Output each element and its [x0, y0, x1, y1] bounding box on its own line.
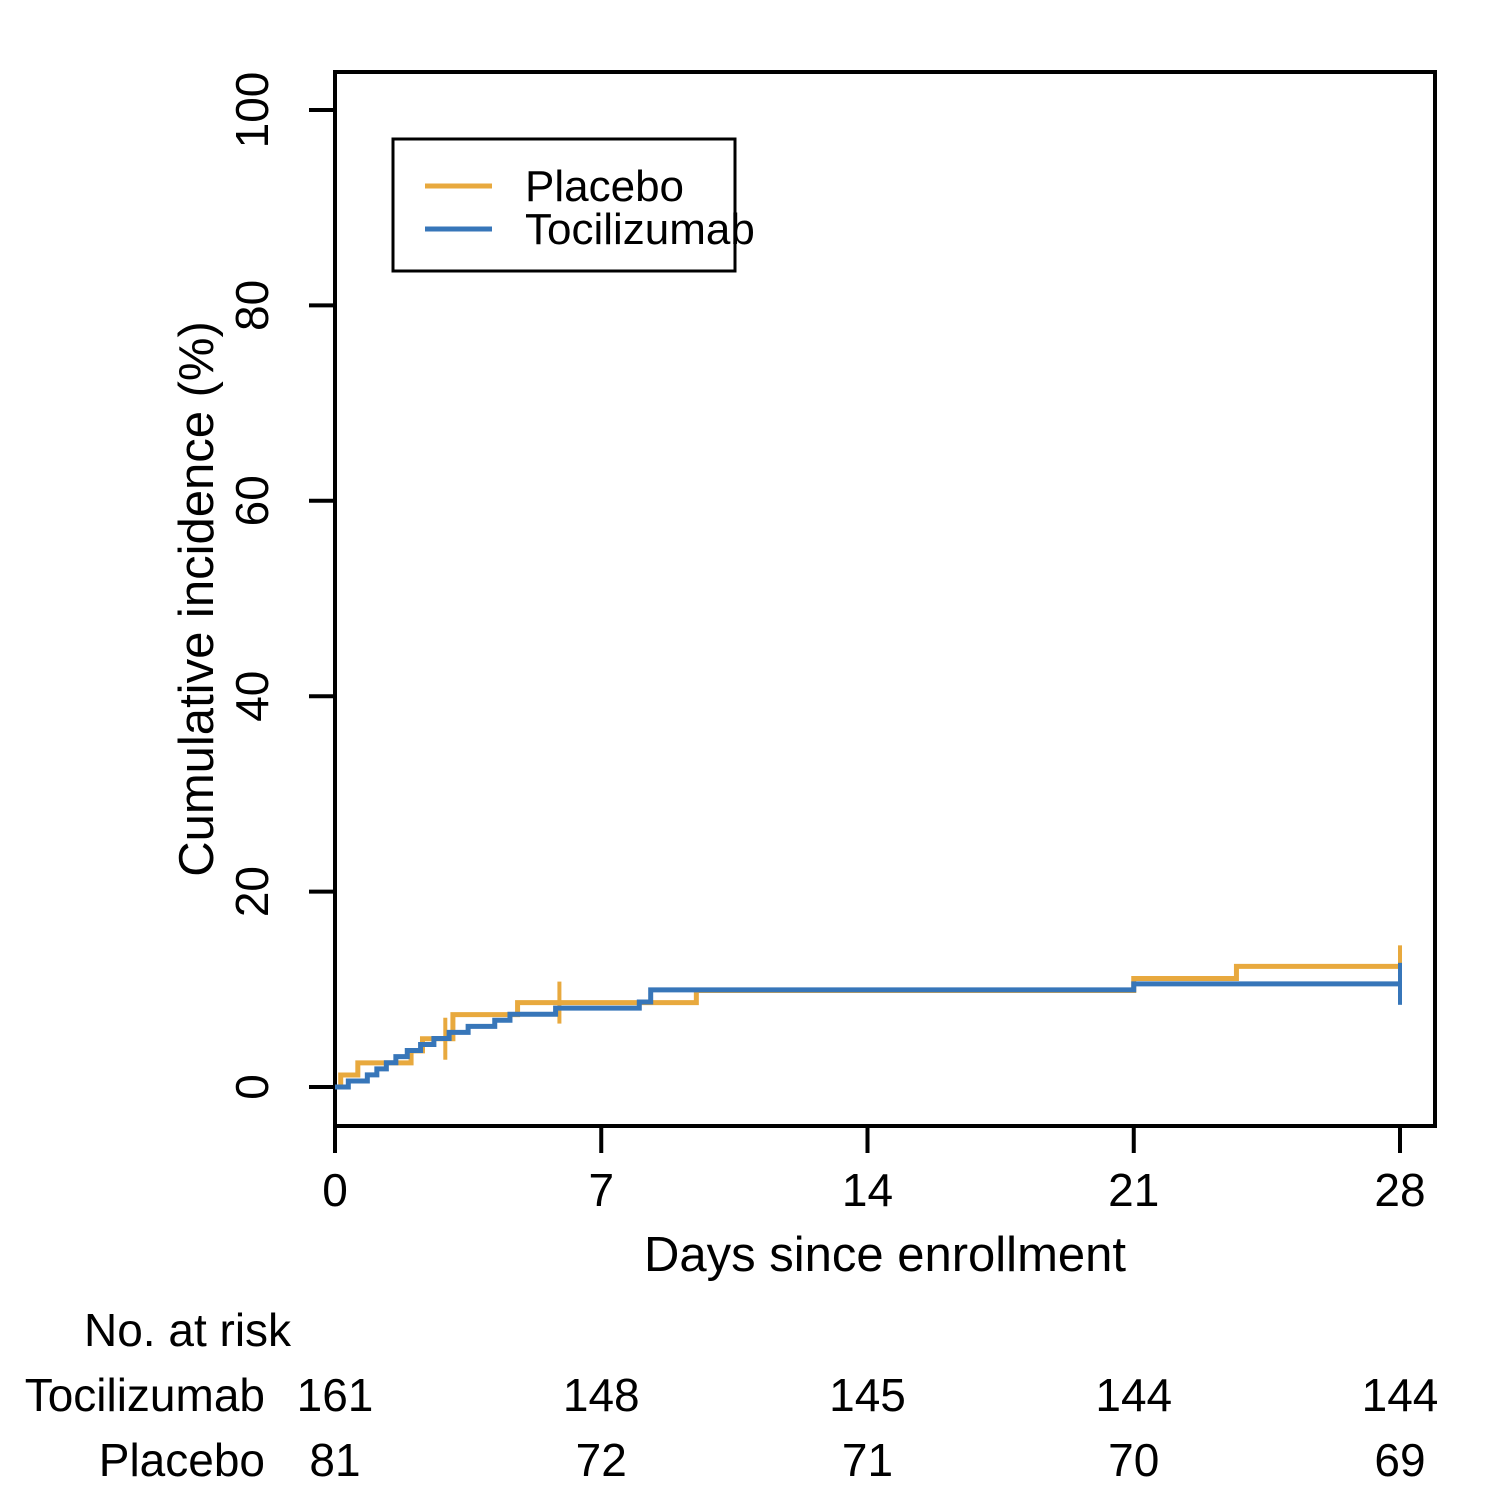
risk-count: 148 [563, 1369, 640, 1421]
x-tick-label: 14 [842, 1164, 893, 1216]
y-tick-label: 60 [226, 475, 278, 526]
legend: Placebo Tocilizumab [391, 137, 755, 273]
x-tick-label: 0 [322, 1164, 348, 1216]
risk-count: 69 [1374, 1434, 1425, 1486]
x-tick-label: 7 [588, 1164, 614, 1216]
risk-count: 145 [829, 1369, 906, 1421]
risk-row-label: Tocilizumab [25, 1369, 265, 1421]
curve-tocilizumab [335, 981, 1400, 1090]
risk-row-label: Placebo [99, 1434, 265, 1486]
risk-count: 71 [842, 1434, 893, 1486]
x-tick-label: 28 [1374, 1164, 1425, 1216]
x-axis: 0 7 14 21 28 [322, 1126, 1426, 1216]
y-axis: 0 20 40 60 80 100 [226, 72, 335, 1100]
y-tick-label: 100 [226, 72, 278, 149]
legend-label-placebo: Placebo [525, 162, 684, 211]
curve-placebo [335, 963, 1400, 1090]
risk-count: 144 [1095, 1369, 1172, 1421]
y-axis-title: Cumulative incidence (%) [170, 321, 224, 877]
risk-table: No. at risk Tocilizumab 161 148 145 144 144 Pl… [25, 1304, 1439, 1486]
legend-label-tocilizumab: Tocilizumab [525, 205, 755, 254]
plot-frame [333, 70, 1437, 1128]
risk-table-title: No. at risk [84, 1304, 292, 1356]
risk-count: 70 [1108, 1434, 1159, 1486]
y-tick-label: 40 [226, 671, 278, 722]
y-tick-label: 20 [226, 866, 278, 917]
legend-box [391, 137, 737, 273]
risk-count: 161 [297, 1369, 374, 1421]
x-tick-label: 21 [1108, 1164, 1159, 1216]
risk-table-rows: Tocilizumab 161 148 145 144 144 Placebo 81 72 71 7… [25, 1369, 1439, 1486]
risk-count: 144 [1362, 1369, 1439, 1421]
risk-count: 72 [576, 1434, 627, 1486]
y-tick-label: 80 [226, 280, 278, 331]
x-axis-title: Days since enrollment [644, 1228, 1126, 1282]
risk-count: 81 [309, 1434, 360, 1486]
survival-curves [335, 945, 1402, 1090]
y-tick-label: 0 [226, 1074, 278, 1100]
